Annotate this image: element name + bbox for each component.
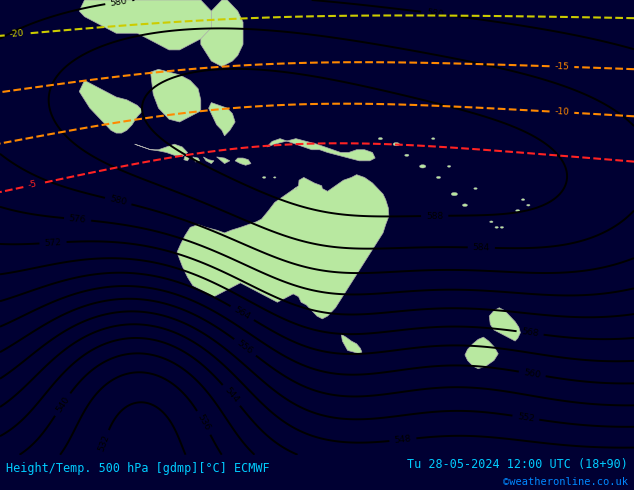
Text: 544: 544 bbox=[223, 386, 240, 405]
Text: 536: 536 bbox=[196, 413, 212, 433]
Text: 548: 548 bbox=[394, 434, 412, 445]
Ellipse shape bbox=[295, 188, 297, 189]
Polygon shape bbox=[235, 158, 251, 165]
Text: 540: 540 bbox=[54, 395, 71, 414]
Text: -5: -5 bbox=[27, 180, 38, 191]
Text: Tu 28-05-2024 12:00 UTC (18+90): Tu 28-05-2024 12:00 UTC (18+90) bbox=[407, 458, 628, 471]
Ellipse shape bbox=[462, 204, 467, 206]
Polygon shape bbox=[489, 308, 521, 341]
Text: 564: 564 bbox=[233, 305, 252, 321]
Polygon shape bbox=[465, 337, 498, 369]
Ellipse shape bbox=[420, 165, 426, 168]
Ellipse shape bbox=[378, 138, 382, 140]
Ellipse shape bbox=[500, 226, 503, 228]
Polygon shape bbox=[201, 0, 243, 67]
Polygon shape bbox=[341, 334, 362, 354]
Text: 556: 556 bbox=[235, 339, 255, 356]
Text: 576: 576 bbox=[68, 214, 87, 224]
Text: -15: -15 bbox=[554, 62, 569, 72]
Text: 580: 580 bbox=[110, 0, 128, 8]
Ellipse shape bbox=[521, 199, 525, 200]
Polygon shape bbox=[267, 139, 375, 161]
Text: 532: 532 bbox=[97, 433, 111, 452]
Text: Height/Temp. 500 hPa [gdmp][°C] ECMWF: Height/Temp. 500 hPa [gdmp][°C] ECMWF bbox=[6, 463, 270, 475]
Ellipse shape bbox=[436, 176, 441, 178]
Text: 580: 580 bbox=[425, 8, 444, 19]
Ellipse shape bbox=[451, 193, 458, 196]
Text: -20: -20 bbox=[10, 29, 25, 40]
Polygon shape bbox=[193, 157, 200, 162]
Ellipse shape bbox=[489, 221, 493, 222]
Polygon shape bbox=[151, 69, 201, 122]
Text: ©weatheronline.co.uk: ©weatheronline.co.uk bbox=[503, 477, 628, 487]
Text: 552: 552 bbox=[517, 412, 535, 423]
Polygon shape bbox=[177, 174, 389, 319]
Polygon shape bbox=[217, 157, 230, 164]
Polygon shape bbox=[209, 102, 235, 136]
Text: 568: 568 bbox=[521, 327, 540, 339]
Text: -10: -10 bbox=[554, 107, 569, 117]
Text: 580: 580 bbox=[109, 195, 127, 207]
Ellipse shape bbox=[273, 177, 276, 178]
Ellipse shape bbox=[262, 176, 266, 178]
Ellipse shape bbox=[404, 154, 409, 156]
Polygon shape bbox=[79, 80, 143, 133]
Polygon shape bbox=[204, 157, 214, 164]
Ellipse shape bbox=[393, 143, 399, 146]
Text: 560: 560 bbox=[523, 368, 541, 380]
Ellipse shape bbox=[474, 188, 477, 190]
Ellipse shape bbox=[448, 166, 451, 167]
Ellipse shape bbox=[515, 210, 520, 212]
Text: 572: 572 bbox=[44, 238, 61, 247]
Ellipse shape bbox=[495, 226, 498, 228]
Ellipse shape bbox=[432, 138, 435, 140]
Polygon shape bbox=[184, 156, 189, 161]
Ellipse shape bbox=[527, 204, 530, 206]
Text: 584: 584 bbox=[473, 243, 490, 252]
Polygon shape bbox=[79, 0, 211, 50]
Text: 588: 588 bbox=[426, 211, 443, 220]
Polygon shape bbox=[135, 144, 188, 156]
